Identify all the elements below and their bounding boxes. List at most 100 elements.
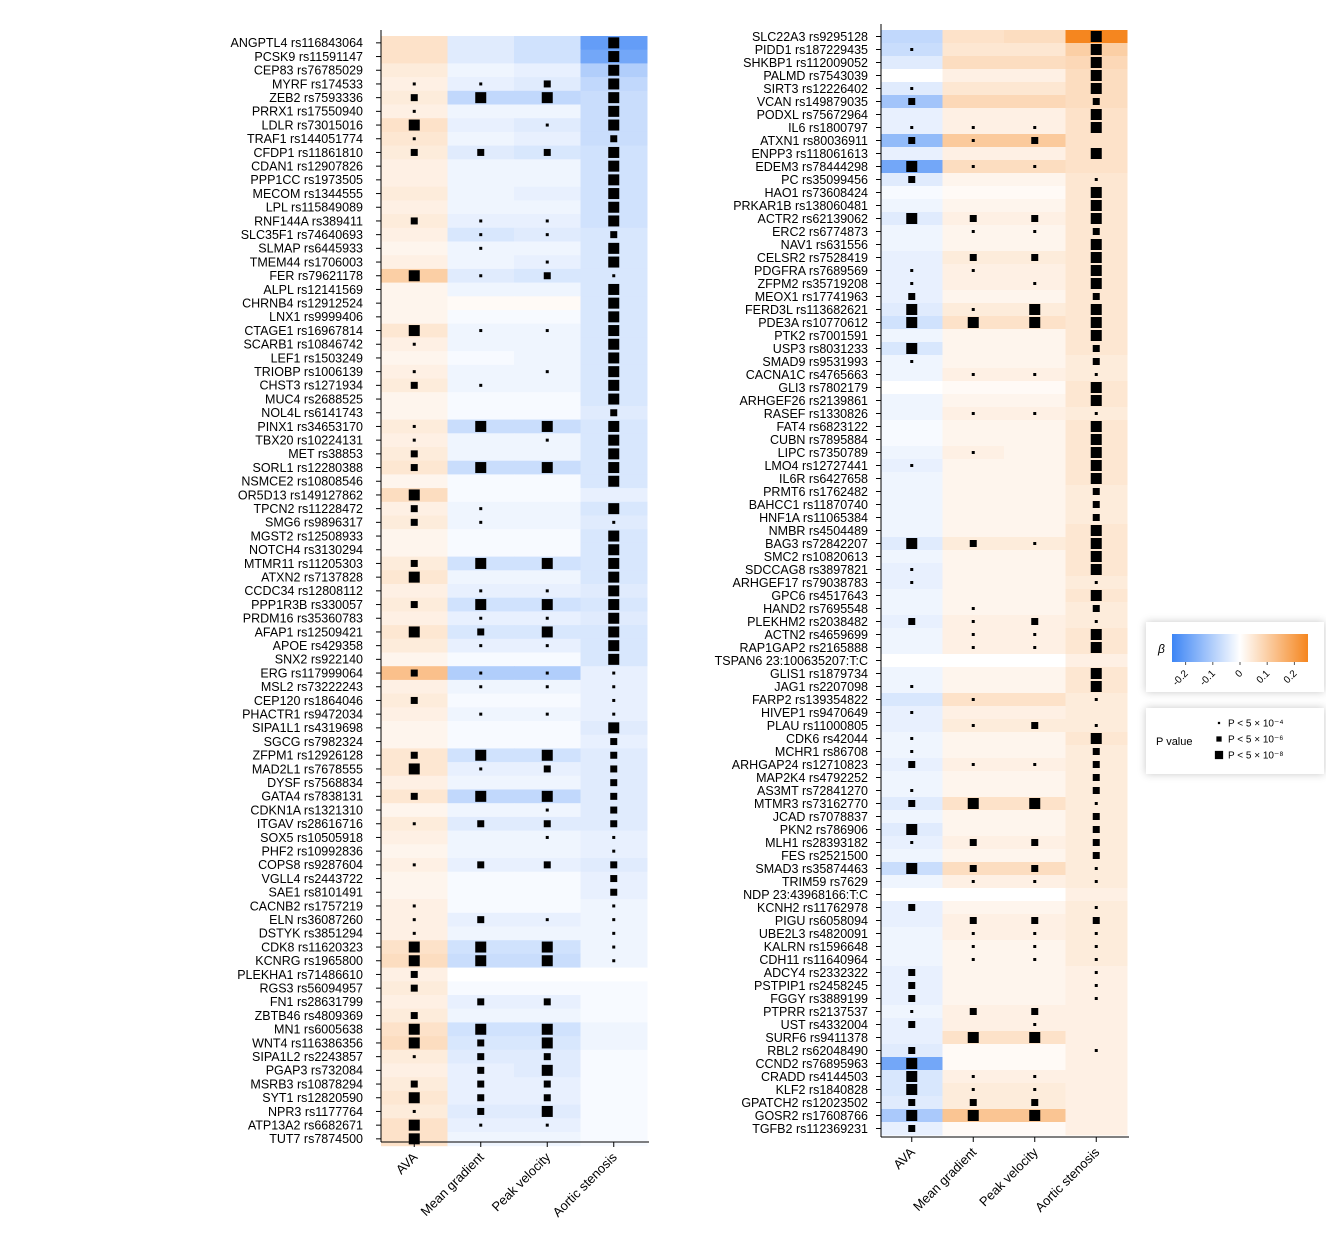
significance-marker — [967, 1032, 979, 1043]
significance-marker — [479, 274, 483, 278]
heatmap-cell — [381, 611, 448, 626]
significance-marker — [910, 711, 914, 714]
significance-marker — [1090, 733, 1102, 744]
significance-marker — [971, 763, 975, 766]
significance-marker — [541, 1105, 553, 1117]
heatmap-cell — [1004, 550, 1066, 564]
significance-marker — [910, 841, 914, 844]
significance-marker — [612, 904, 616, 908]
heatmap-cell — [1004, 992, 1066, 1006]
heatmap-cell — [381, 638, 448, 653]
significance-marker — [610, 875, 618, 883]
heatmap-cell — [447, 1132, 515, 1147]
row-label: SHKBP1 rs112009052 — [743, 56, 868, 70]
row-label: GPC6 rs4517643 — [771, 589, 868, 603]
heatmap-cell — [514, 1008, 581, 1023]
significance-marker — [906, 343, 918, 354]
significance-marker — [479, 233, 483, 237]
row-label: VCAN rs149879035 — [757, 95, 868, 109]
colorbar-gradient — [1172, 634, 1308, 662]
heatmap-cell — [942, 485, 1005, 499]
significance-marker — [412, 931, 416, 935]
heatmap-cell — [447, 981, 515, 996]
heatmap-cell — [514, 734, 581, 749]
significance-marker — [1090, 265, 1102, 276]
significance-marker — [1094, 1049, 1098, 1052]
heatmap-cell — [514, 104, 581, 119]
heatmap-cell — [942, 472, 1005, 486]
significance-marker — [1031, 839, 1039, 846]
heatmap-cell — [580, 995, 648, 1010]
column-label: Peak velocity — [489, 1149, 554, 1214]
heatmap-cell — [881, 199, 943, 213]
row-label: PHACTR1 rs9472034 — [242, 707, 363, 721]
significance-marker — [1094, 698, 1098, 701]
heatmap-cell — [580, 1049, 648, 1064]
heatmap-cell — [942, 329, 1005, 343]
heatmap-cell — [881, 420, 943, 434]
significance-marker — [971, 451, 975, 454]
row-label: LDLR rs73015016 — [262, 118, 364, 132]
significance-marker — [906, 161, 918, 172]
row-label: CFDP1 rs11861810 — [253, 146, 363, 160]
significance-marker — [410, 696, 418, 704]
heatmap-cell — [881, 147, 943, 161]
significance-marker — [969, 1008, 977, 1015]
significance-marker — [477, 628, 485, 636]
heatmap-cell — [1004, 264, 1066, 278]
heatmap-cell — [942, 654, 1005, 668]
significance-marker — [410, 751, 418, 759]
significance-marker — [1094, 620, 1098, 623]
significance-marker — [910, 1010, 914, 1013]
row-label: PKN2 rs786906 — [780, 823, 868, 837]
significance-marker — [1033, 958, 1037, 961]
heatmap-cell — [1004, 576, 1066, 590]
heatmap-cell — [1004, 849, 1066, 863]
row-label: PTK2 rs7001591 — [774, 329, 868, 343]
row-label: ELN rs36087260 — [269, 913, 363, 927]
row-label: SIRT3 rs12226402 — [763, 82, 868, 96]
row-label: UBE2L3 rs4820091 — [759, 927, 868, 941]
heatmap-cell — [381, 803, 448, 818]
significance-marker — [908, 1047, 916, 1054]
heatmap-cell — [447, 282, 515, 297]
row-label: TRIOBP rs1006139 — [254, 365, 363, 379]
row-label: VGLL4 rs2443722 — [262, 872, 364, 886]
row-label: TRAF1 rs144051774 — [247, 132, 363, 146]
significance-marker — [1094, 880, 1098, 883]
colorbar-label: β — [1157, 642, 1165, 656]
row-label: SYT1 rs12820590 — [262, 1091, 363, 1105]
significance-marker — [971, 1088, 975, 1091]
significance-marker — [543, 1094, 551, 1102]
significance-marker — [969, 540, 977, 547]
significance-marker — [475, 790, 487, 802]
heatmap-cell — [514, 351, 581, 366]
significance-marker — [1090, 564, 1102, 575]
row-label: MEOX1 rs17741963 — [755, 290, 868, 304]
significance-marker — [1094, 802, 1098, 805]
heatmap-cell — [881, 329, 943, 343]
significance-marker — [408, 1092, 420, 1104]
significance-marker — [1033, 633, 1037, 636]
row-label: MLH1 rs28393182 — [765, 836, 868, 850]
significance-marker — [971, 230, 975, 233]
heatmap-cell — [942, 147, 1005, 161]
row-label: RAP1GAP2 rs2165888 — [739, 641, 868, 655]
row-label: PSTPIP1 rs2458245 — [754, 979, 868, 993]
significance-marker — [612, 959, 616, 963]
significance-marker — [910, 464, 914, 467]
significance-marker — [479, 712, 483, 716]
significance-marker — [610, 806, 618, 814]
significance-marker — [1092, 98, 1100, 105]
heatmap-cell — [881, 693, 943, 707]
heatmap-cell — [942, 355, 1005, 369]
heatmap-cell — [881, 238, 943, 252]
row-label: MTMR11 rs11205303 — [244, 557, 363, 571]
significance-marker — [410, 217, 418, 225]
significance-marker — [410, 1080, 418, 1088]
heatmap-cell — [447, 542, 515, 558]
significance-marker — [612, 520, 616, 524]
significance-marker — [910, 737, 914, 740]
heatmap-cell — [942, 979, 1005, 993]
heatmap-cell — [1004, 472, 1066, 486]
